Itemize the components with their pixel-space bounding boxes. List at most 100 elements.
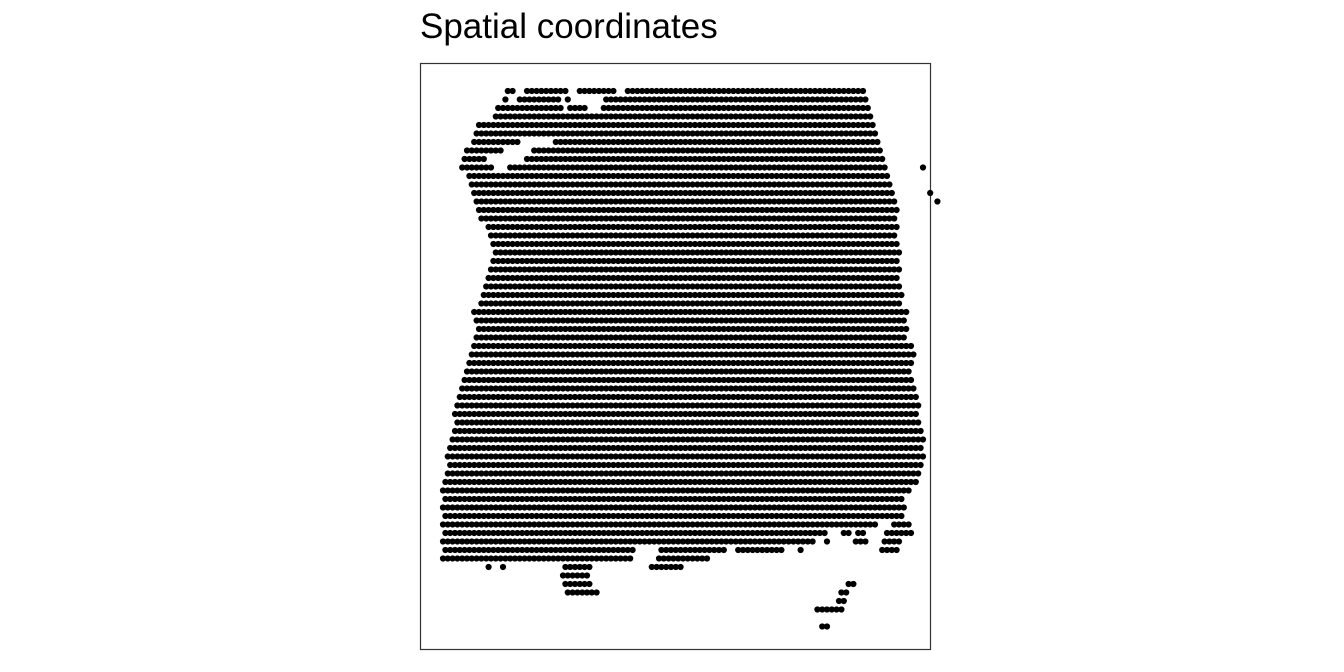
data-point <box>646 402 653 409</box>
data-point <box>526 300 533 307</box>
data-point <box>862 164 869 171</box>
data-point <box>843 504 850 511</box>
data-point <box>718 487 725 494</box>
data-point <box>713 419 720 426</box>
data-point <box>881 351 888 358</box>
data-point <box>785 453 792 460</box>
data-point <box>451 410 459 418</box>
data-point <box>747 538 754 545</box>
data-point <box>670 555 677 562</box>
data-point <box>689 555 696 562</box>
data-point <box>720 410 727 418</box>
data-point <box>480 291 487 299</box>
data-point <box>708 419 715 426</box>
data-point <box>751 453 759 460</box>
data-point <box>497 402 504 409</box>
data-point <box>790 232 797 239</box>
data-point <box>843 589 850 596</box>
data-point <box>634 444 641 452</box>
data-point <box>687 87 694 95</box>
data-point <box>463 147 471 154</box>
data-point <box>814 266 821 273</box>
data-point <box>684 436 691 443</box>
data-point <box>917 461 924 469</box>
data-point <box>528 308 535 316</box>
data-point <box>778 376 785 384</box>
data-point <box>795 504 802 511</box>
data-point <box>831 274 838 282</box>
data-point <box>562 563 569 571</box>
data-point <box>595 206 603 214</box>
data-point <box>583 317 591 324</box>
data-point <box>684 368 691 375</box>
data-point <box>672 393 679 401</box>
data-point <box>567 461 574 469</box>
data-point <box>595 444 603 452</box>
data-point <box>622 130 629 137</box>
data-point <box>696 257 703 265</box>
data-point <box>768 427 775 435</box>
data-point <box>814 504 821 511</box>
data-point <box>627 402 634 409</box>
data-point <box>826 257 833 265</box>
data-point <box>725 512 732 520</box>
data-point <box>871 147 879 154</box>
data-point <box>591 342 598 350</box>
data-point <box>862 351 869 358</box>
data-point <box>439 555 447 562</box>
data-point <box>785 385 792 392</box>
data-point <box>759 223 766 231</box>
data-point <box>567 121 574 129</box>
data-point <box>658 87 665 95</box>
data-point <box>778 325 785 333</box>
data-point <box>845 427 852 435</box>
data-point <box>583 130 591 137</box>
data-point <box>768 121 775 129</box>
data-point <box>507 130 514 137</box>
data-point <box>533 478 540 486</box>
data-point <box>567 546 574 554</box>
data-point <box>915 402 922 409</box>
data-point <box>749 461 756 469</box>
data-point <box>783 257 790 265</box>
data-point <box>886 402 893 409</box>
data-point <box>607 351 615 358</box>
data-point <box>775 215 783 222</box>
data-point <box>809 249 816 256</box>
data-point <box>639 427 646 435</box>
data-point <box>814 164 821 171</box>
data-point <box>727 317 735 324</box>
data-point <box>526 385 533 392</box>
data-point <box>826 325 833 333</box>
data-point <box>718 147 725 154</box>
data-point <box>888 376 895 384</box>
data-point <box>516 555 523 562</box>
data-point <box>531 368 538 375</box>
data-point <box>859 206 867 214</box>
data-point <box>651 266 658 273</box>
data-point <box>555 249 562 256</box>
data-point <box>742 113 749 120</box>
data-point <box>850 495 857 503</box>
data-point <box>641 436 648 443</box>
data-point <box>485 529 492 537</box>
data-point <box>658 410 665 418</box>
data-point <box>672 512 679 520</box>
data-point <box>703 351 711 358</box>
data-point <box>509 87 516 95</box>
data-point <box>773 325 780 333</box>
data-point <box>487 300 495 307</box>
data-point <box>744 138 751 146</box>
data-point <box>581 512 588 520</box>
data-point <box>895 300 903 307</box>
data-point <box>641 181 648 188</box>
data-point <box>651 300 658 307</box>
data-point <box>567 410 574 418</box>
data-point <box>814 147 821 154</box>
data-point <box>600 206 607 214</box>
data-point <box>826 444 833 452</box>
data-point <box>619 342 627 350</box>
data-point <box>900 436 907 443</box>
data-point <box>507 555 514 562</box>
data-point <box>711 291 718 299</box>
